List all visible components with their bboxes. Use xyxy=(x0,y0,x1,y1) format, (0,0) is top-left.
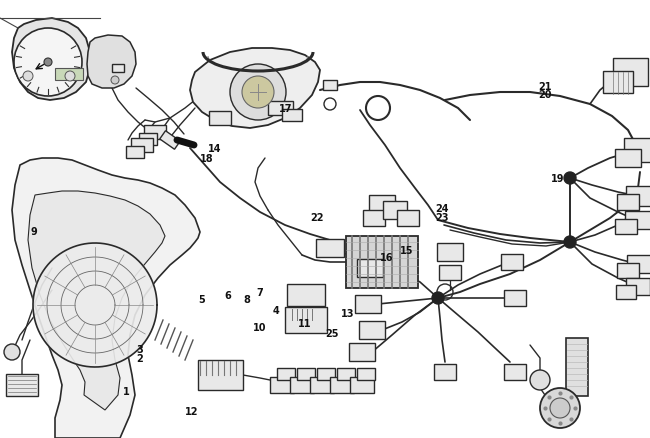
Polygon shape xyxy=(87,35,136,88)
FancyBboxPatch shape xyxy=(290,377,314,393)
FancyBboxPatch shape xyxy=(357,368,375,380)
FancyBboxPatch shape xyxy=(160,131,180,149)
Circle shape xyxy=(564,236,576,248)
FancyBboxPatch shape xyxy=(126,146,144,158)
FancyBboxPatch shape xyxy=(434,364,456,380)
FancyBboxPatch shape xyxy=(346,236,418,288)
FancyBboxPatch shape xyxy=(330,377,354,393)
Text: 2: 2 xyxy=(136,354,143,364)
FancyBboxPatch shape xyxy=(277,368,295,380)
FancyBboxPatch shape xyxy=(144,125,166,139)
Polygon shape xyxy=(190,48,320,128)
FancyBboxPatch shape xyxy=(383,201,407,219)
Text: 11: 11 xyxy=(298,319,311,329)
Text: 20: 20 xyxy=(538,91,551,100)
FancyBboxPatch shape xyxy=(369,195,395,215)
FancyBboxPatch shape xyxy=(282,109,302,121)
FancyBboxPatch shape xyxy=(316,239,344,257)
Circle shape xyxy=(23,71,33,81)
Circle shape xyxy=(230,64,286,120)
FancyBboxPatch shape xyxy=(350,377,374,393)
Polygon shape xyxy=(28,191,165,410)
FancyBboxPatch shape xyxy=(337,368,355,380)
FancyBboxPatch shape xyxy=(504,364,526,380)
Text: 22: 22 xyxy=(311,213,324,223)
FancyBboxPatch shape xyxy=(198,360,242,390)
FancyBboxPatch shape xyxy=(285,307,327,333)
FancyBboxPatch shape xyxy=(617,194,639,210)
Text: 25: 25 xyxy=(325,329,338,339)
Circle shape xyxy=(111,76,119,84)
Text: 24: 24 xyxy=(436,205,448,214)
FancyBboxPatch shape xyxy=(363,210,385,226)
FancyBboxPatch shape xyxy=(287,284,325,306)
Text: 10: 10 xyxy=(254,323,266,332)
FancyBboxPatch shape xyxy=(6,374,38,396)
FancyBboxPatch shape xyxy=(397,210,419,226)
FancyBboxPatch shape xyxy=(616,285,636,299)
Text: 12: 12 xyxy=(185,407,198,417)
FancyBboxPatch shape xyxy=(323,80,337,90)
FancyBboxPatch shape xyxy=(437,243,463,261)
FancyBboxPatch shape xyxy=(310,377,334,393)
FancyBboxPatch shape xyxy=(139,133,157,145)
Text: 16: 16 xyxy=(380,253,393,262)
Circle shape xyxy=(44,58,52,66)
Text: 21: 21 xyxy=(538,82,551,92)
Circle shape xyxy=(14,28,82,96)
Text: 8: 8 xyxy=(244,295,250,305)
FancyBboxPatch shape xyxy=(626,278,650,294)
Circle shape xyxy=(4,344,20,360)
FancyBboxPatch shape xyxy=(627,255,650,273)
FancyBboxPatch shape xyxy=(617,262,639,278)
Text: 18: 18 xyxy=(200,154,213,163)
Polygon shape xyxy=(12,158,200,438)
Circle shape xyxy=(65,71,75,81)
Text: 19: 19 xyxy=(551,174,564,184)
FancyBboxPatch shape xyxy=(625,211,650,229)
FancyBboxPatch shape xyxy=(268,101,293,115)
Polygon shape xyxy=(33,243,157,367)
Polygon shape xyxy=(12,18,90,100)
FancyBboxPatch shape xyxy=(439,265,461,279)
FancyBboxPatch shape xyxy=(624,138,650,162)
FancyBboxPatch shape xyxy=(55,68,83,80)
FancyBboxPatch shape xyxy=(317,368,335,380)
Text: 23: 23 xyxy=(436,213,448,223)
FancyBboxPatch shape xyxy=(603,71,633,93)
FancyBboxPatch shape xyxy=(504,290,526,306)
Circle shape xyxy=(540,388,580,428)
FancyBboxPatch shape xyxy=(209,111,231,125)
FancyBboxPatch shape xyxy=(615,149,641,167)
Circle shape xyxy=(242,76,274,108)
Circle shape xyxy=(432,292,444,304)
FancyBboxPatch shape xyxy=(297,368,315,380)
Text: 5: 5 xyxy=(198,295,205,305)
FancyBboxPatch shape xyxy=(270,377,294,393)
FancyBboxPatch shape xyxy=(357,259,383,277)
Text: 15: 15 xyxy=(400,246,413,255)
FancyBboxPatch shape xyxy=(349,343,375,361)
Circle shape xyxy=(564,172,576,184)
FancyBboxPatch shape xyxy=(566,338,588,396)
Text: 13: 13 xyxy=(341,310,354,319)
FancyBboxPatch shape xyxy=(612,58,647,86)
Circle shape xyxy=(550,398,570,418)
Text: 7: 7 xyxy=(257,288,263,297)
FancyBboxPatch shape xyxy=(615,219,637,233)
FancyBboxPatch shape xyxy=(112,64,124,72)
Text: 9: 9 xyxy=(31,227,37,237)
Text: 1: 1 xyxy=(124,387,130,397)
FancyBboxPatch shape xyxy=(355,295,381,313)
Text: 3: 3 xyxy=(136,346,143,355)
Text: 4: 4 xyxy=(273,306,280,316)
FancyBboxPatch shape xyxy=(626,186,650,206)
FancyBboxPatch shape xyxy=(131,138,153,152)
Text: 17: 17 xyxy=(280,104,292,113)
FancyBboxPatch shape xyxy=(359,321,385,339)
Text: 14: 14 xyxy=(208,144,221,154)
FancyBboxPatch shape xyxy=(501,254,523,270)
Circle shape xyxy=(530,370,550,390)
Text: 6: 6 xyxy=(224,291,231,300)
